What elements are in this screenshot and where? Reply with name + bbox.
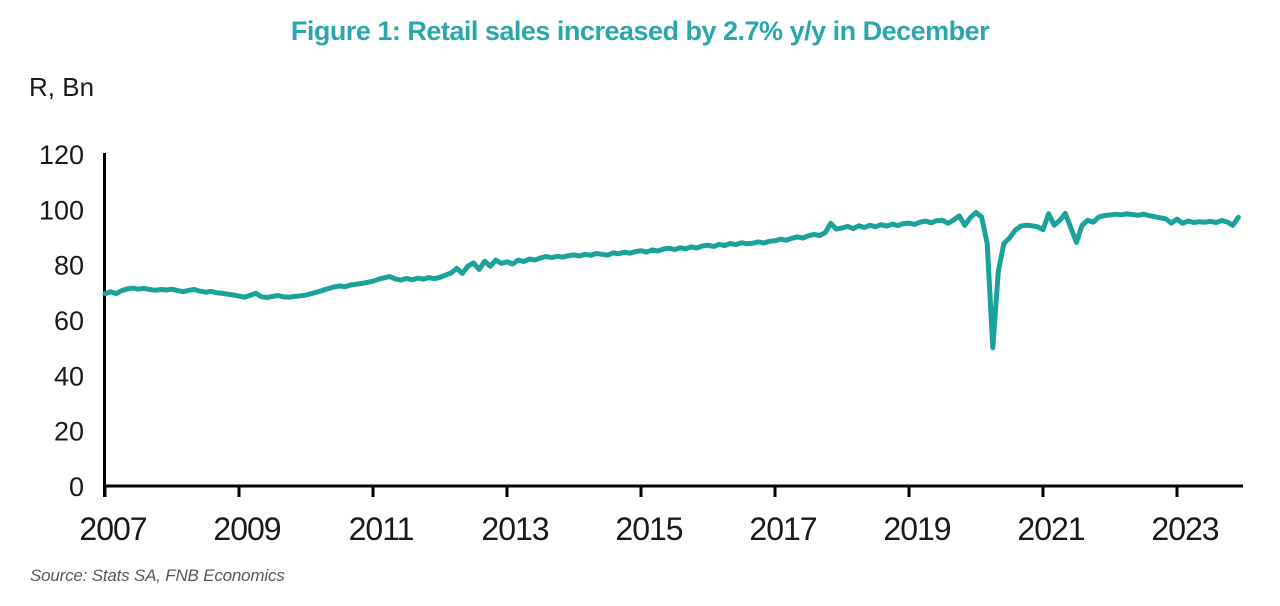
x-tick-label: 2013 xyxy=(481,511,548,547)
y-axis-title: R, Bn xyxy=(29,72,95,102)
x-tick-label: 2019 xyxy=(883,511,950,547)
y-tick-label: 60 xyxy=(54,306,84,336)
x-tick-label: 2017 xyxy=(749,511,816,547)
y-tick-label: 40 xyxy=(54,361,84,391)
chart-title: Figure 1: Retail sales increased by 2.7%… xyxy=(290,16,990,46)
y-tick-label: 80 xyxy=(54,251,84,281)
x-tick-label: 2007 xyxy=(79,511,146,547)
x-tick-label: 2009 xyxy=(213,511,280,547)
y-tick-label: 120 xyxy=(39,140,84,170)
y-tick-label: 100 xyxy=(39,195,84,225)
y-tick-label: 20 xyxy=(54,417,84,447)
retail-sales-line xyxy=(102,210,1241,351)
x-tick-label: 2023 xyxy=(1151,511,1218,547)
x-tick-label: 2015 xyxy=(615,511,682,547)
x-tick-label: 2021 xyxy=(1017,511,1084,547)
source-note: Source: Stats SA, FNB Economics xyxy=(30,566,285,585)
y-tick-label: 0 xyxy=(69,472,84,502)
x-tick-label: 2011 xyxy=(349,511,414,547)
